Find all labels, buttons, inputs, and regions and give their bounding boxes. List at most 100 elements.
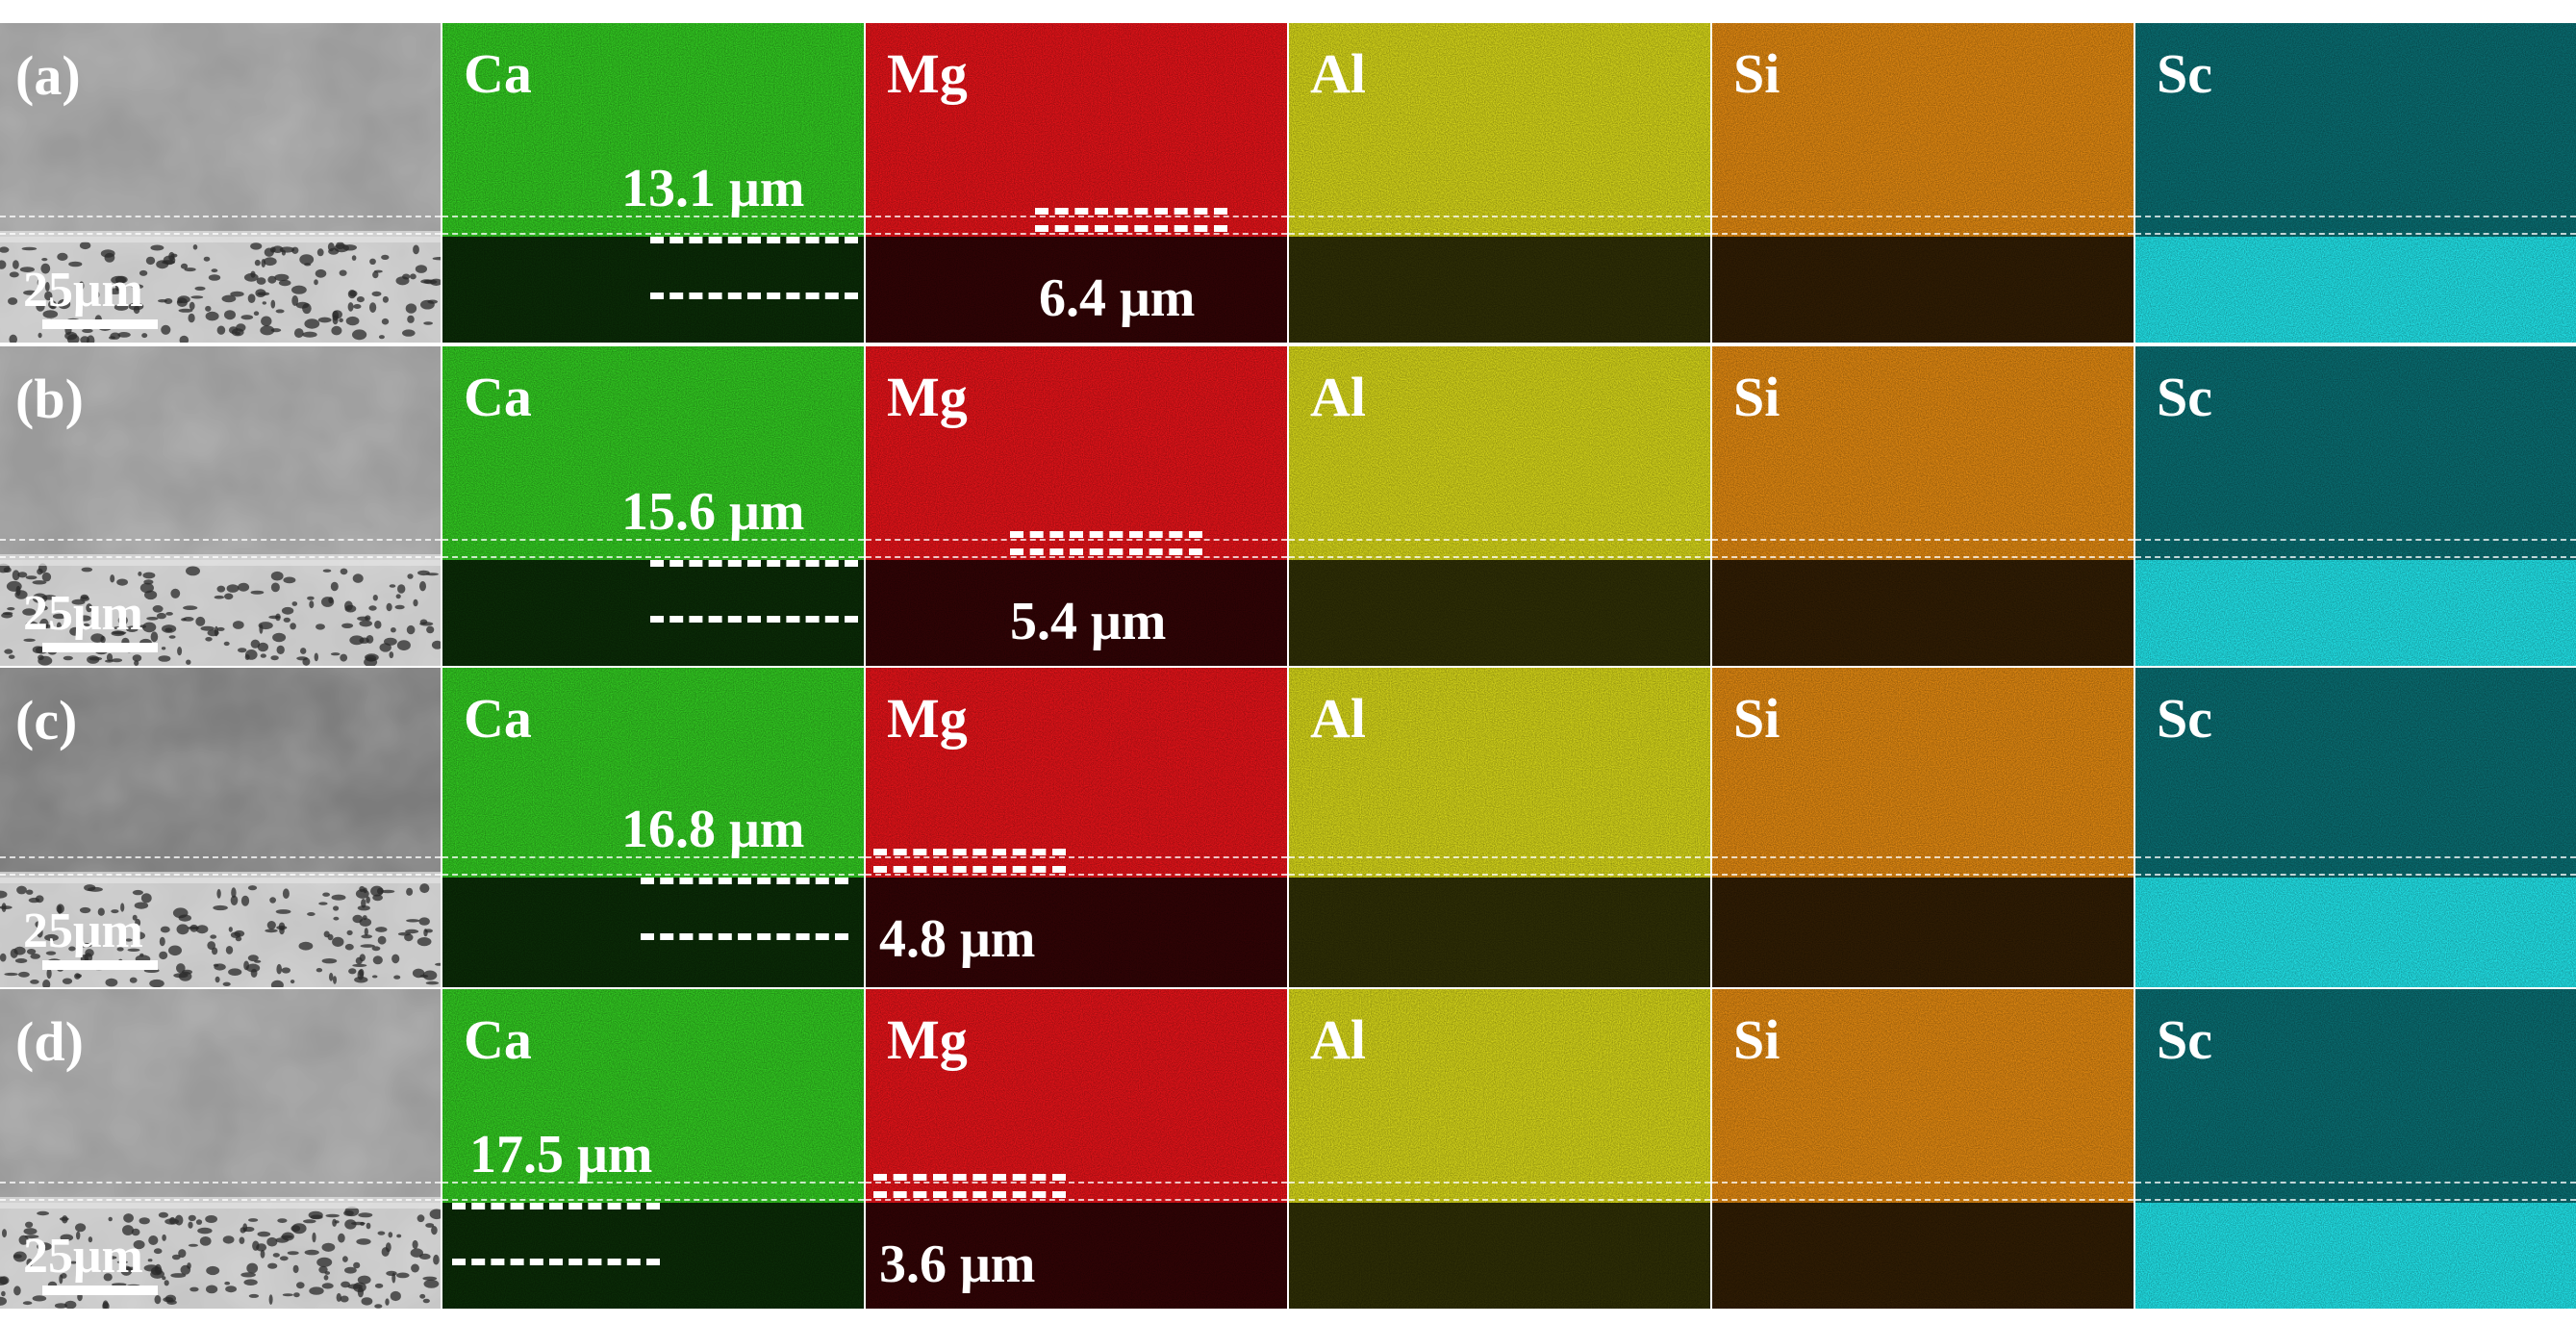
map-texture [0,23,441,343]
map-texture [0,989,441,1309]
scale-bar-label: 25μm [23,904,143,958]
element-map-mg: Mg 6.4 μm [866,23,1287,343]
fine-guide-top [0,216,441,217]
fine-guide-top [1289,539,1710,541]
fine-guide-bottom [1289,556,1710,558]
map-texture [442,989,864,1309]
map-texture [866,346,1287,666]
element-map-al: Al [1289,989,1710,1309]
fine-guide-bottom [866,556,1287,558]
row-label: (b) [15,368,84,430]
row-label: (d) [15,1010,84,1073]
fine-guide-bottom [442,556,864,558]
fine-guide-bottom [1712,874,2134,876]
map-texture [442,346,864,666]
element-label: Ca [464,687,532,750]
fine-guide-bottom [1712,233,2134,235]
element-map-sc: Sc [2135,23,2576,343]
element-map-ca: Ca 15.6 μm [442,346,864,666]
element-label: Mg [887,687,968,750]
fine-guide-top [1289,856,1710,858]
mg-layer-thickness: 6.4 μm [1039,268,1196,328]
ca-dash-lower [452,1259,660,1265]
element-label: Sc [2157,1008,2212,1071]
map-texture [0,668,441,987]
map-texture [2135,23,2576,343]
mg-dash-lower [1035,225,1227,232]
fine-guide-top [1712,856,2134,858]
fine-guide-top [1712,216,2134,217]
scale-bar [42,960,158,970]
fine-guide-bottom [1712,556,2134,558]
sem-panel: (c) 25μm [0,668,441,987]
scale-bar [42,643,158,652]
fine-guide-top [866,539,1287,541]
map-texture [866,23,1287,343]
element-label: Mg [887,366,968,428]
ca-dash-lower [650,293,858,299]
mg-layer-thickness: 5.4 μm [1010,592,1167,651]
fine-guide-bottom [2135,233,2576,235]
mg-layer-thickness: 3.6 μm [879,1235,1036,1294]
element-map-sc: Sc [2135,989,2576,1309]
element-label: Al [1310,1008,1366,1071]
fine-guide-bottom [2135,874,2576,876]
sem-panel: (b) 25μm [0,346,441,666]
fine-guide-bottom [866,233,1287,235]
element-label: Mg [887,42,968,105]
fine-guide-bottom [442,874,864,876]
fine-guide-bottom [1289,874,1710,876]
element-label: Ca [464,366,532,428]
fine-guide-bottom [0,1199,441,1201]
element-label: Si [1733,366,1780,428]
map-texture [1289,23,1710,343]
element-map-mg: Mg 5.4 μm [866,346,1287,666]
row-label: (a) [15,44,81,107]
map-texture [1289,346,1710,666]
ca-dash-upper [650,560,858,567]
element-map-si: Si [1712,668,2134,987]
fine-guide-top [866,856,1287,858]
mg-dash-lower [873,1191,1066,1198]
fine-guide-bottom [2135,1199,2576,1201]
mg-dash-upper [873,849,1066,855]
ca-dash-upper [650,237,858,243]
ca-dash-lower [641,933,848,940]
map-texture [1712,346,2134,666]
element-label: Al [1310,687,1366,750]
element-label: Si [1733,1008,1780,1071]
fine-guide-bottom [866,874,1287,876]
fine-guide-top [866,216,1287,217]
element-map-ca: Ca 17.5 μm [442,989,864,1309]
mg-dash-upper [1035,208,1227,215]
map-texture [1712,668,2134,987]
fine-guide-top [0,1182,441,1184]
map-texture [1712,989,2134,1309]
map-texture [1289,989,1710,1309]
mg-dash-upper [1010,531,1202,538]
element-label: Al [1310,366,1366,428]
element-map-si: Si [1712,346,2134,666]
fine-guide-top [0,539,441,541]
scale-bar-label: 25μm [23,586,143,641]
fine-guide-bottom [1712,1199,2134,1201]
fine-guide-bottom [1289,1199,1710,1201]
fine-guide-bottom [0,556,441,558]
fine-guide-top [1289,1182,1710,1184]
fine-guide-top [0,856,441,858]
fine-guide-bottom [0,874,441,876]
fine-guide-bottom [442,1199,864,1201]
ca-layer-thickness: 16.8 μm [621,800,805,859]
element-label: Si [1733,42,1780,105]
ca-dash-upper [641,878,848,884]
ca-dash-lower [650,616,858,623]
map-texture [866,668,1287,987]
fine-guide-bottom [0,233,441,235]
element-map-ca: Ca 13.1 μm [442,23,864,343]
fine-guide-top [1712,539,2134,541]
scale-bar [42,1286,158,1295]
ca-dash-upper [452,1203,660,1209]
fine-guide-top [442,856,864,858]
sem-panel: (a) 25μm [0,23,441,343]
